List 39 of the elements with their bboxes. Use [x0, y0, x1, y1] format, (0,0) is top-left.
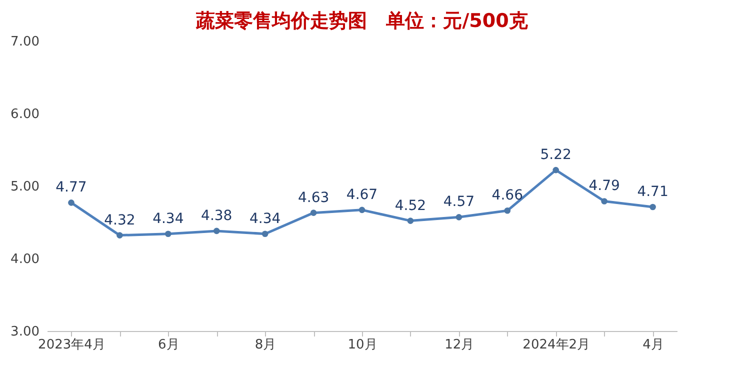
data-label: 4.52	[394, 198, 426, 214]
x-tick-label: 12月	[444, 338, 474, 352]
data-label: 4.66	[492, 188, 524, 204]
point	[164, 230, 172, 238]
data-label: 4.63	[298, 190, 330, 206]
data-label: 5.22	[540, 147, 572, 164]
point	[407, 218, 414, 224]
point	[552, 166, 560, 174]
x-tick-label: 2024年2月	[522, 338, 590, 352]
x-tick-label: 2023年4月	[38, 338, 106, 352]
point	[116, 232, 123, 238]
y-tick-label: 5.00	[10, 180, 40, 194]
data-label: 4.34	[152, 210, 184, 227]
data-label: 4.38	[201, 208, 232, 224]
point	[504, 207, 511, 214]
x-tick-label: 6月	[158, 338, 180, 352]
point	[456, 214, 462, 220]
data-label: 4.34	[249, 210, 281, 227]
x-tick-label: 10月	[348, 338, 378, 352]
y-tick-label: 7.00	[10, 34, 40, 50]
x-tick-label: 4月	[642, 338, 664, 352]
point	[310, 210, 317, 216]
x-tick-label: 8月	[254, 338, 276, 352]
data-label: 4.71	[637, 184, 668, 200]
data-label: 4.57	[443, 194, 475, 210]
point	[650, 204, 656, 210]
point	[213, 228, 220, 234]
data-label: 4.79	[588, 178, 620, 194]
y-tick-label: 6.00	[10, 107, 40, 122]
data-label: 4.67	[346, 186, 378, 203]
y-tick-label: 3.00	[10, 324, 40, 340]
point	[68, 200, 74, 206]
point	[358, 206, 366, 214]
data-label: 4.32	[104, 212, 136, 228]
point	[601, 198, 608, 204]
data-label: 4.77	[56, 180, 87, 196]
chart-title: 蔬菜零售均价走势图 单位：元/500克	[195, 10, 528, 32]
y-tick-label: 4.00	[10, 252, 40, 267]
point	[262, 230, 268, 238]
